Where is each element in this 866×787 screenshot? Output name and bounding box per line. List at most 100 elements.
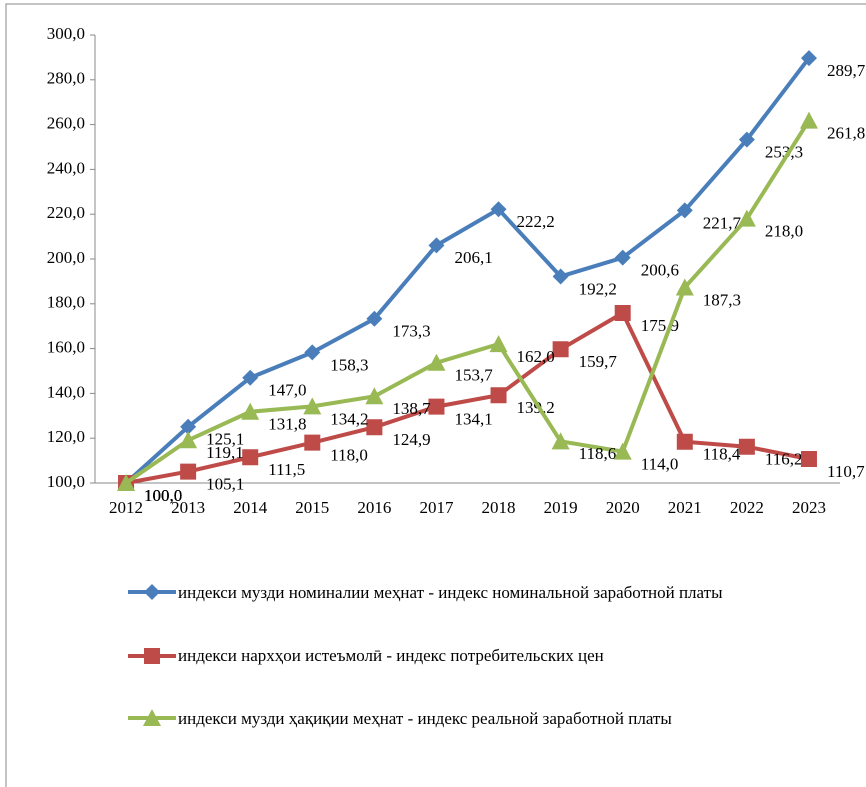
data-label: 221,7: [703, 213, 742, 232]
data-label: 139,2: [517, 398, 555, 417]
chart-border: [5, 3, 866, 787]
data-label: 162,0: [517, 347, 555, 366]
data-label: 118,4: [703, 445, 741, 464]
data-label: 125,1: [206, 430, 244, 449]
x-tick-label: 2016: [357, 498, 391, 517]
data-label: 158,3: [330, 355, 368, 374]
data-label: 124,9: [392, 430, 430, 449]
marker: [800, 451, 817, 468]
x-tick-label: 2017: [419, 498, 454, 517]
y-tick-label: 300,0: [47, 24, 85, 43]
marker: [800, 50, 817, 67]
marker: [799, 111, 818, 129]
marker: [303, 397, 322, 415]
marker: [675, 278, 694, 296]
legend-label: индекси музди ҳақиқии меҳнат - индекс ре…: [178, 709, 672, 728]
data-label: 134,2: [330, 409, 368, 428]
marker: [242, 449, 259, 466]
data-label: 173,3: [392, 322, 430, 341]
data-label: 206,1: [454, 248, 492, 267]
y-tick-label: 160,0: [47, 338, 85, 357]
marker: [304, 344, 321, 361]
y-tick-label: 240,0: [47, 158, 85, 177]
data-label: 261,8: [827, 123, 865, 142]
x-tick-label: 2018: [482, 498, 516, 517]
marker: [738, 438, 755, 455]
data-label: 100,0: [144, 486, 182, 505]
marker: [490, 201, 507, 218]
data-label: 105,1: [206, 474, 244, 493]
marker: [180, 418, 197, 435]
data-label: 111,5: [268, 460, 305, 479]
data-label: 119,1: [206, 443, 244, 462]
marker: [489, 335, 508, 353]
legend-label: индекси нархҳои истеъмолӣ - индекс потре…: [178, 646, 604, 665]
marker: [304, 434, 321, 451]
marker: [552, 341, 569, 358]
series-line: [124, 56, 811, 485]
y-tick-label: 120,0: [47, 427, 85, 446]
marker: [117, 474, 136, 491]
series-line: [125, 310, 810, 485]
y-tick-label: 180,0: [47, 293, 85, 312]
marker: [365, 387, 384, 405]
legend-label: индекси музди номиналии меҳнат - индекс …: [178, 583, 723, 602]
data-label: 100,0: [144, 486, 182, 505]
marker: [242, 369, 259, 386]
data-label: 159,7: [579, 352, 618, 371]
data-label: 153,7: [454, 366, 493, 385]
marker: [180, 463, 197, 480]
data-label: 200,6: [641, 261, 679, 280]
x-tick-label: 2022: [730, 498, 764, 517]
marker: [738, 131, 755, 148]
data-label: 118,0: [330, 446, 368, 465]
marker: [428, 398, 445, 415]
y-tick-label: 280,0: [47, 69, 85, 88]
data-label: 187,3: [703, 290, 741, 309]
marker: [551, 432, 570, 450]
marker: [179, 431, 198, 449]
marker: [366, 310, 383, 327]
y-tick-label: 100,0: [47, 472, 85, 491]
x-tick-label: 2014: [233, 498, 268, 517]
data-label: 138,7: [392, 399, 431, 418]
data-label: 114,0: [641, 455, 679, 474]
data-label: 100,0: [144, 486, 182, 505]
data-label: 134,1: [454, 410, 492, 429]
x-tick-label: 2021: [668, 498, 702, 517]
marker: [613, 442, 632, 460]
marker: [366, 419, 383, 436]
marker: [241, 402, 260, 420]
data-label: 131,8: [268, 415, 306, 434]
marker: [737, 209, 756, 227]
data-label: 192,2: [579, 279, 617, 298]
legend-marker: [144, 648, 160, 664]
x-tick-label: 2019: [544, 498, 578, 517]
marker: [614, 249, 631, 266]
y-tick-label: 260,0: [47, 114, 85, 133]
y-tick-label: 220,0: [47, 203, 85, 222]
data-label: 116,2: [765, 450, 803, 469]
y-tick-label: 200,0: [47, 248, 85, 267]
data-label: 289,7: [827, 61, 866, 80]
data-label: 222,2: [517, 212, 555, 231]
data-label: 218,0: [765, 222, 803, 241]
legend-marker: [143, 709, 161, 726]
x-tick-label: 2020: [606, 498, 640, 517]
x-tick-label: 2012: [109, 498, 143, 517]
x-tick-label: 2023: [792, 498, 826, 517]
data-label: 118,6: [579, 444, 617, 463]
marker: [676, 202, 693, 219]
marker: [427, 353, 446, 371]
data-label: 110,7: [827, 462, 865, 481]
marker: [552, 268, 569, 285]
legend-marker: [144, 584, 160, 600]
data-label: 147,0: [268, 381, 306, 400]
x-tick-label: 2013: [171, 498, 205, 517]
marker: [676, 433, 693, 450]
y-tick-label: 140,0: [47, 382, 85, 401]
marker: [428, 237, 445, 254]
marker: [490, 387, 507, 404]
